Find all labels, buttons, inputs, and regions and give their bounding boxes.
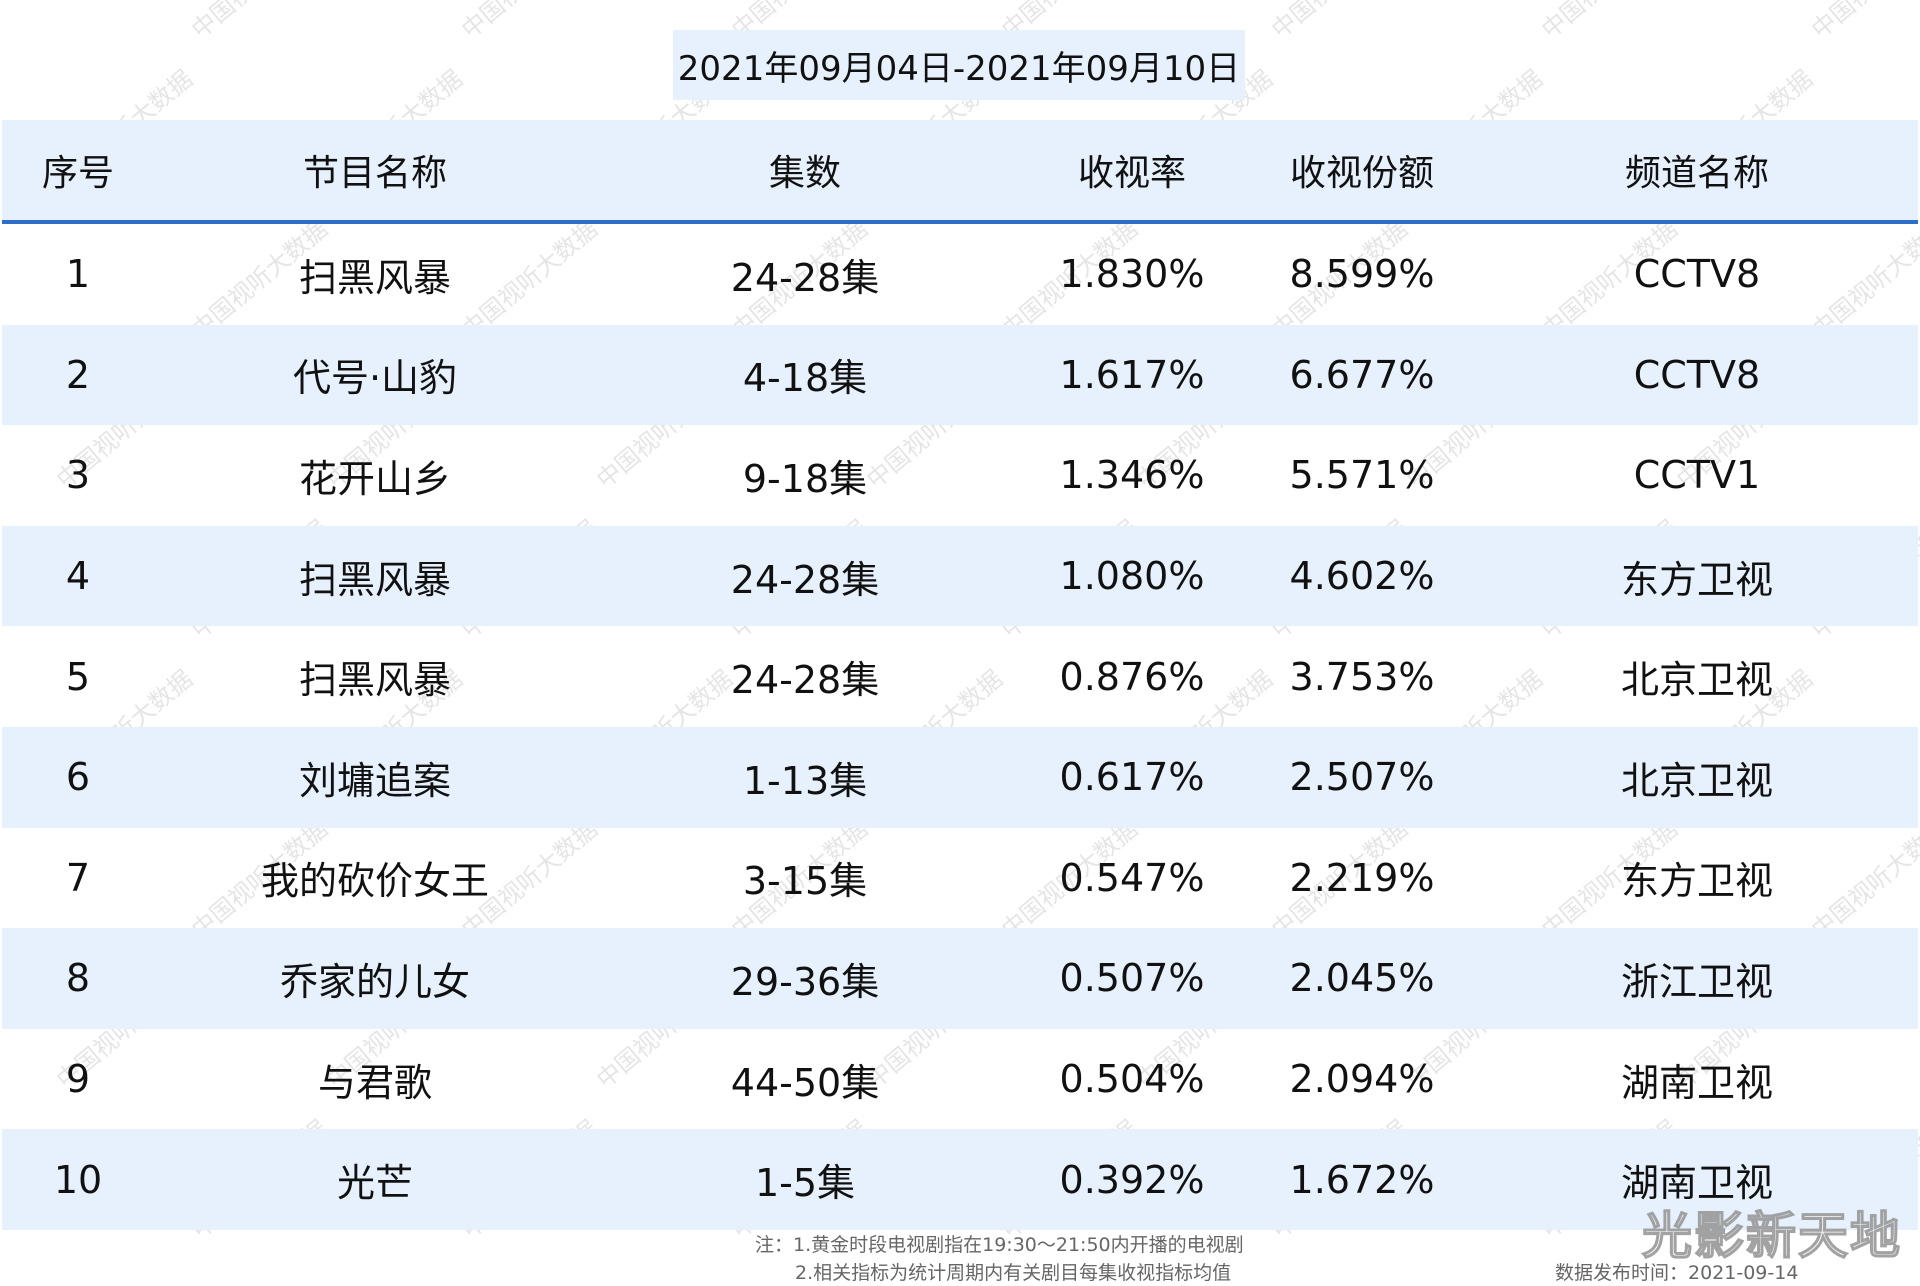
cell-share: 4.602% [1289,554,1435,599]
cell-rank: 3 [65,453,91,498]
cell-episodes: 44-50集 [730,1060,880,1105]
cell-episodes: 4-18集 [742,356,868,401]
cell-title: 扫黑风暴 [298,658,452,703]
cell-episodes: 1-13集 [742,758,868,803]
cell-rank: 8 [65,956,91,1001]
cell-channel: 东方卫视 [1620,557,1774,602]
cell-share: 2.507% [1289,755,1435,800]
cell-rank: 6 [65,755,91,800]
watermark-text: 中国视听大数据 [1262,0,1413,45]
logo: 光影新天地 [1641,1206,1902,1266]
cell-channel: CCTV8 [1633,252,1761,297]
cell-title: 代号·山豹 [292,356,458,401]
cell-episodes: 29-36集 [730,959,880,1004]
cell-rating: 0.504% [1059,1057,1205,1102]
table-row: 10 光芒 1-5集 0.392% 1.672% 湖南卫视 [2,1129,1918,1230]
cell-episodes: 24-28集 [730,255,880,300]
cell-channel: 浙江卫视 [1620,959,1774,1004]
cell-share: 8.599% [1289,252,1435,297]
cell-episodes: 24-28集 [730,658,880,703]
cell-title: 与君歌 [317,1060,433,1105]
ratings-table: 序号 节目名称 集数 收视率 收视份额 频道名称 1 扫黑风暴 24-28集 1.83… [2,120,1918,1230]
table-row: 1 扫黑风暴 24-28集 1.830% 8.599% CCTV8 [2,224,1918,325]
cell-rating: 0.876% [1059,654,1205,699]
cell-title: 刘墉追案 [298,758,452,803]
cell-channel: CCTV8 [1633,352,1761,397]
release-date: 数据发布时间：2021-09-14 [1555,1262,1799,1284]
cell-title: 花开山乡 [298,456,452,501]
cell-rank: 9 [65,1057,91,1102]
cell-episodes: 24-28集 [730,557,880,602]
col-header-channel: 频道名称 [1624,153,1770,194]
note-line-1: 注：1.黄金时段电视剧指在19:30～21:50内开播的电视剧 [755,1234,1244,1256]
col-header-episodes: 集数 [768,153,842,194]
cell-rating: 1.830% [1059,252,1205,297]
cell-channel: 湖南卫视 [1620,1161,1774,1206]
cell-rank: 2 [65,352,91,397]
cell-episodes: 9-18集 [742,456,868,501]
table-row: 2 代号·山豹 4-18集 1.617% 6.677% CCTV8 [2,324,1918,426]
cell-rank: 7 [65,855,91,900]
cell-rating: 0.392% [1059,1157,1205,1202]
cell-rating: 0.617% [1059,755,1205,800]
cell-title: 扫黑风暴 [298,255,452,300]
cell-title: 我的砍价女王 [260,859,490,904]
col-header-rank: 序号 [41,153,115,194]
cell-channel: 北京卫视 [1620,758,1774,803]
table-row: 6 刘墉追案 1-13集 0.617% 2.507% 北京卫视 [2,726,1918,828]
table-row: 3 花开山乡 9-18集 1.346% 5.571% CCTV1 [2,425,1918,526]
cell-episodes: 3-15集 [742,859,868,904]
cell-channel: 湖南卫视 [1620,1060,1774,1105]
watermark-text: 中国视听大数据 [182,0,333,45]
cell-rank: 5 [65,654,91,699]
note-line-2: 2.相关指标为统计周期内有关剧目每集收视指标均值 [795,1262,1232,1284]
cell-channel: 东方卫视 [1620,859,1774,904]
cell-share: 1.672% [1289,1157,1435,1202]
watermark-text: 中国视听大数据 [0,0,64,45]
col-header-rating: 收视率 [1077,153,1187,194]
cell-channel: 北京卫视 [1620,658,1774,703]
col-header-title: 节目名称 [302,153,448,194]
cell-rating: 1.346% [1059,453,1205,498]
cell-rating: 1.080% [1059,554,1205,599]
cell-share: 5.571% [1289,453,1435,498]
cell-share: 2.094% [1289,1057,1435,1102]
cell-episodes: 1-5集 [754,1161,856,1206]
cell-title: 光芒 [336,1161,414,1206]
cell-rank: 10 [53,1157,103,1202]
cell-rating: 0.547% [1059,855,1205,900]
table-header: 序号 节目名称 集数 收视率 收视份额 频道名称 [2,120,1918,224]
cell-share: 2.045% [1289,956,1435,1001]
date-range: 2021年09月04日-2021年09月10日 [673,30,1245,100]
cell-rating: 0.507% [1059,956,1205,1001]
table-row: 9 与君歌 44-50集 0.504% 2.094% 湖南卫视 [2,1029,1918,1130]
cell-share: 3.753% [1289,654,1435,699]
watermark-text: 中国视听大数据 [452,0,603,45]
cell-rating: 1.617% [1059,352,1205,397]
cell-rank: 4 [65,554,91,599]
table-row: 8 乔家的儿女 29-36集 0.507% 2.045% 浙江卫视 [2,928,1918,1029]
watermark-text: 中国视听大数据 [1802,0,1920,45]
table-row: 5 扫黑风暴 24-28集 0.876% 3.753% 北京卫视 [2,626,1918,727]
table-row: 4 扫黑风暴 24-28集 1.080% 4.602% 东方卫视 [2,525,1918,627]
col-header-share: 收视份额 [1289,153,1435,194]
cell-rank: 1 [65,252,91,297]
cell-share: 6.677% [1289,352,1435,397]
cell-title: 扫黑风暴 [298,557,452,602]
table-row: 7 我的砍价女王 3-15集 0.547% 2.219% 东方卫视 [2,828,1918,929]
cell-title: 乔家的儿女 [279,959,471,1004]
cell-channel: CCTV1 [1633,453,1761,498]
watermark-text: 中国视听大数据 [1532,0,1683,45]
cell-share: 2.219% [1289,855,1435,900]
